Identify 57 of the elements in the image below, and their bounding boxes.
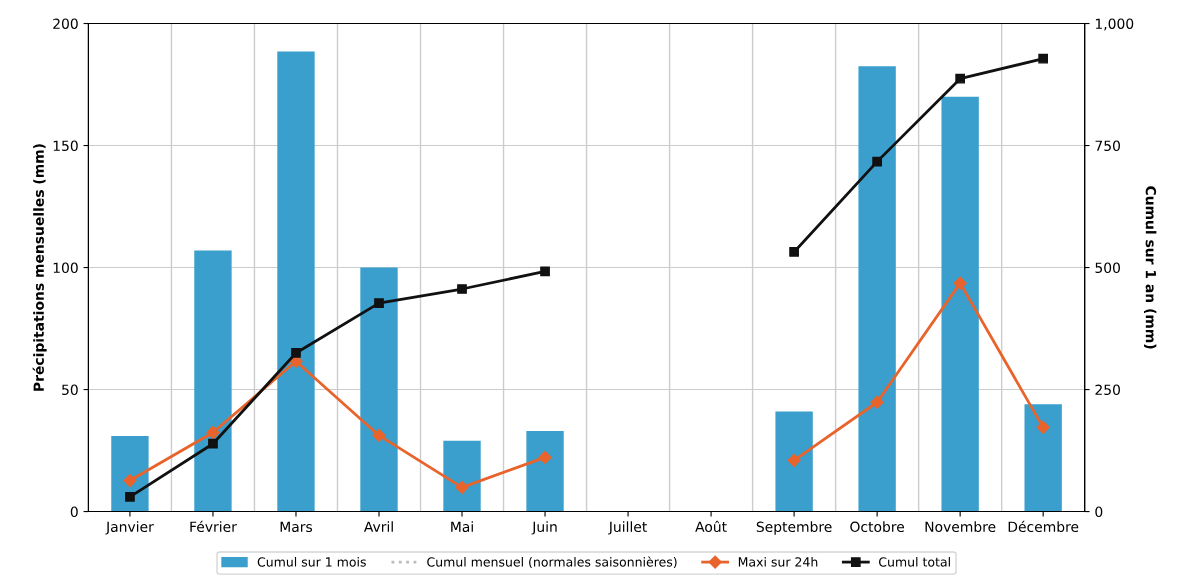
x-tick-label: Mars [280,521,313,533]
x-tick-label: Février [190,520,237,533]
point [538,450,552,464]
x-tick-label: Octobre [850,521,905,533]
point [372,428,386,443]
point [1036,420,1050,434]
point [457,284,467,294]
legend-label: Cumul mensuel (normales saisonnières) [427,556,677,569]
point [455,480,469,494]
y2-tick-label: 250 [1095,384,1120,396]
bar [443,440,481,512]
point [787,453,801,467]
point [291,348,301,358]
y-tick-label: 200 [53,18,78,29]
y2-tick-label: 1,000 [1095,18,1134,31]
point [870,395,884,409]
y-tick-label: 0 [70,506,78,518]
point [789,247,799,257]
bar [360,267,398,512]
bar [941,96,979,512]
y-tick-label: 150 [53,140,78,151]
y2-tick-label: 0 [1095,506,1103,518]
bar [194,250,232,512]
y2-tick-label: 500 [1095,262,1120,274]
point [955,73,966,84]
y2-axis-title: Cumul sur 1 an (mm) [1144,186,1157,349]
bar [111,435,149,512]
x-tick-label: Novembre [925,521,996,533]
bar [277,51,315,512]
bar [858,66,896,512]
legend-label: Maxi sur 24h [738,556,818,567]
point [123,473,137,488]
bar [1024,404,1062,512]
y-tick-label: 50 [62,384,78,396]
y-tick-label: 100 [53,262,78,274]
x-tick-label: Septembre [756,521,832,535]
point [872,156,882,167]
point [374,298,384,309]
x-tick-label: Décembre [1008,520,1079,533]
legend-label: Cumul sur 1 mois [257,556,366,567]
point [208,438,218,449]
point [540,266,550,277]
bar [775,411,813,512]
x-tick-label: Juin [531,521,557,535]
point [1038,53,1049,64]
legend-label: Cumul total [879,556,950,567]
x-tick-label: Janvier [105,521,154,535]
y2-tick-label: 750 [1095,140,1120,151]
bar [526,431,564,512]
point [206,425,220,440]
x-tick-label: Août [695,520,727,533]
point [953,276,967,290]
point [125,492,135,502]
x-tick-label: Avril [363,521,393,532]
x-tick-label: Juillet [608,521,647,535]
x-tick-label: Mai [451,521,473,533]
y-axis-title: Précipitations mensuelles (mm) [32,144,47,391]
